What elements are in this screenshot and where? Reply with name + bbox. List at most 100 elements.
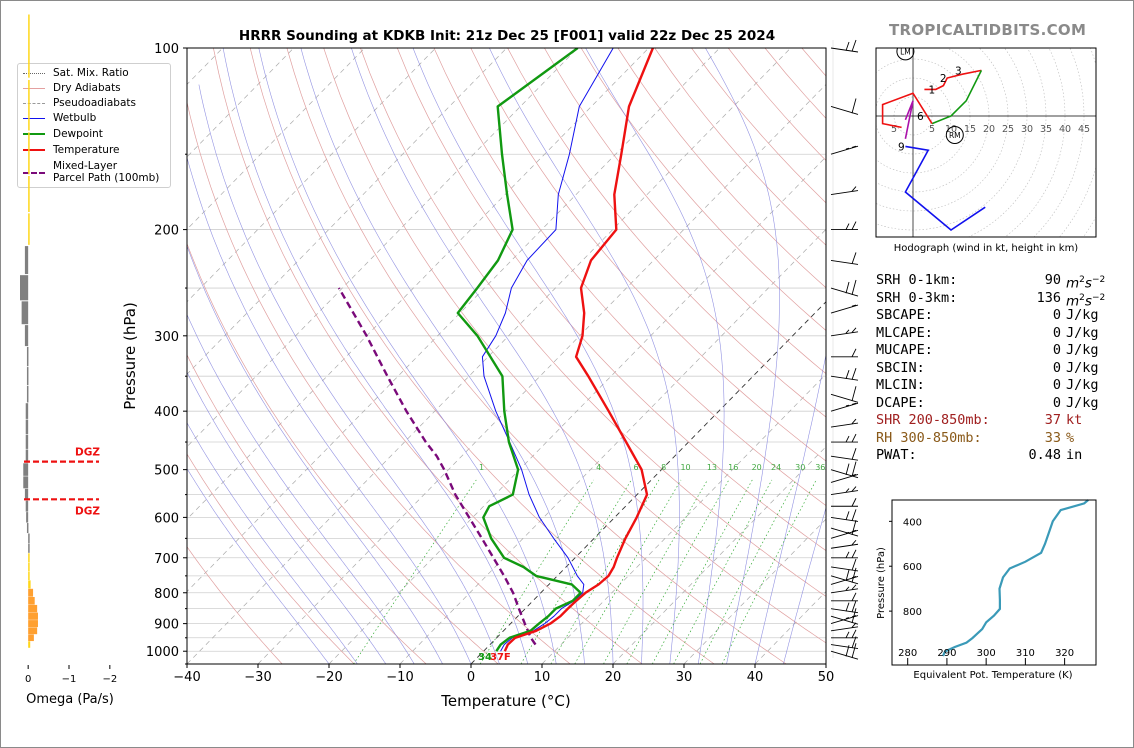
wind-barbs (830, 39, 859, 660)
legend-item-sat-mix-ratio: Sat. Mix. Ratio (18, 66, 168, 80)
wind-barb-flag (851, 576, 857, 579)
y-tick-label: 200 (154, 224, 179, 239)
wind-barb-flag (845, 569, 850, 582)
wind-barb (831, 549, 858, 559)
isotherm (187, 48, 294, 158)
pseudoadiabat (187, 156, 472, 664)
wind-barb (830, 636, 859, 650)
wind-barb (831, 221, 858, 231)
wind-barb-flag (845, 586, 850, 591)
wind-barb-staff (830, 576, 859, 585)
mixing-ratio-label: 13 (707, 463, 717, 472)
wind-barb-flag (845, 488, 850, 493)
temperature-line (503, 48, 655, 652)
dgz-label: DGZ (75, 505, 100, 517)
wind-barb (831, 629, 858, 639)
index-value: 0 (1052, 359, 1061, 376)
omega-bar (28, 612, 38, 620)
wind-barb (830, 461, 859, 479)
hodo-segment (904, 145, 986, 231)
storm-motion-marker (896, 48, 915, 61)
skewt-y-axis-label: Pressure (hPa) (121, 302, 139, 410)
pseudoadiabat (187, 245, 443, 664)
index-row: SBCAPE: 0 J/kg (876, 307, 1126, 325)
y-tick-label: 700 (154, 552, 179, 567)
pseudoadiabat (705, 48, 780, 664)
wind-barb-flag (851, 509, 857, 521)
theta-e-x-tick-label: 280 (898, 648, 917, 659)
hodo-ring-label: 45 (1078, 124, 1090, 135)
wind-barb-staff (830, 575, 859, 585)
parcel-path-line (337, 287, 537, 646)
dry-adiabat (396, 48, 826, 552)
index-unit: J/kg (1066, 359, 1099, 376)
omega-bar (28, 543, 30, 553)
wind-barb-staff (830, 626, 859, 632)
index-row: PWAT: 0.48 in (876, 447, 1126, 465)
wind-barb-flag (851, 279, 857, 295)
index-row: SRH 0-1km: 90 m2s−2 (876, 272, 1126, 292)
wind-barb-flag (845, 281, 850, 294)
index-name: SBCIN: (876, 359, 925, 376)
hodo-ring-label: 5 (929, 124, 935, 135)
index-row: MUCAPE: 0 J/kg (876, 342, 1126, 360)
wind-barb (830, 600, 859, 614)
pseudoadiabat (222, 48, 529, 664)
wind-barb-staff (830, 402, 859, 412)
wind-barb (830, 486, 859, 496)
mixing-ratio-line (479, 479, 595, 664)
wind-barb-flag (851, 498, 857, 507)
omega-bar (28, 562, 30, 572)
wind-barb-flag (851, 433, 857, 443)
wind-barb-flag (851, 558, 857, 571)
dry-adiabat (187, 100, 571, 664)
index-row: DCAPE: 0 J/kg (876, 395, 1126, 413)
sounding-indices: SRH 0-1km: 90 m2s−2 SRH 0-3km: 136 m2s−2 SBCAP… (876, 272, 1126, 465)
index-unit: J/kg (1066, 307, 1099, 323)
wind-barb-staff (830, 304, 859, 314)
theta-e-line (941, 499, 1089, 657)
omega-bar (28, 80, 30, 131)
wind-barb (830, 608, 859, 625)
mixing-ratio-line (699, 479, 797, 664)
wind-barb-staff (830, 527, 859, 537)
wind-barb-staff (830, 529, 859, 539)
wind-barb-flag (851, 461, 857, 477)
hodo-ring-label: 10 (945, 124, 957, 135)
dry-adiabat (433, 48, 826, 507)
omega-bar (28, 580, 31, 589)
index-name: SBCAPE: (876, 307, 933, 323)
y-tick-label: 100 (154, 42, 179, 57)
dry-adiabat (360, 48, 826, 597)
wind-barb-flag (851, 600, 857, 613)
theta-e-x-tick-label: 290 (937, 648, 956, 659)
wind-barb-flag (851, 519, 857, 536)
omega-bar (28, 14, 30, 78)
y-tick-label: 800 (154, 587, 179, 602)
wind-barb-flag (851, 39, 857, 52)
hodo-height-label: 2 (940, 73, 947, 85)
wind-barb (830, 386, 859, 403)
hodo-height-label: 6 (917, 111, 924, 123)
wind-barb-staff (830, 490, 859, 496)
omega-axis-label: Omega (Pa/s) (26, 692, 114, 707)
index-value: 0 (1052, 377, 1061, 393)
wind-barb (830, 558, 859, 572)
wind-barb-staff (830, 543, 859, 549)
wind-barb-flag (851, 327, 857, 333)
surface-dewpoint-label: 34 (478, 652, 492, 663)
omega-bar (26, 385, 29, 403)
index-name: SRH 0-3km: (876, 289, 958, 306)
wind-barb-flag (851, 486, 857, 492)
wind-barb (830, 368, 859, 381)
index-unit: % (1066, 429, 1075, 446)
wind-barb-flag (851, 221, 857, 230)
index-row: SBCIN: 0 J/kg (876, 360, 1126, 378)
wind-barb-staff (830, 455, 859, 461)
theta-e-panel: 400 600 800 280 290 300 310 320 Equivalent Pot.… (876, 499, 1097, 681)
omega-bar (28, 588, 34, 597)
wind-barb-staff (830, 650, 859, 660)
omega-bar (28, 634, 34, 642)
legend-item-dry-adiabats: Dry Adiabats (18, 81, 168, 95)
wind-barb-flag (851, 402, 857, 405)
